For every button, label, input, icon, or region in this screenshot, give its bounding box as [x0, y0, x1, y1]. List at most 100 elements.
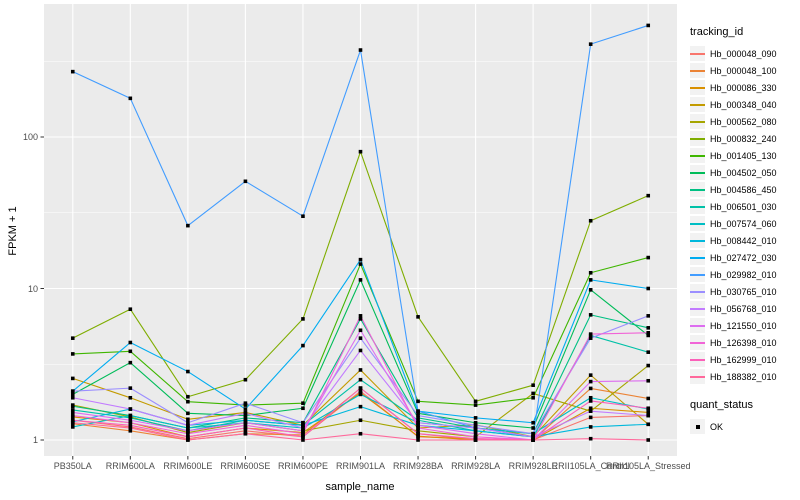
data-point — [128, 426, 133, 430]
legend-key-line-icon — [690, 239, 705, 242]
legend-item-label: Hb_000048_100 — [710, 65, 777, 76]
x-axis-title: sample_name — [325, 481, 395, 493]
data-point — [186, 399, 190, 404]
data-point — [588, 436, 593, 441]
data-point — [473, 403, 478, 407]
data-point — [473, 416, 478, 420]
legend-item: Hb_030765_010 — [690, 283, 798, 300]
data-point — [646, 23, 651, 28]
data-point — [128, 349, 133, 354]
data-point — [186, 223, 190, 228]
data-point — [588, 386, 593, 391]
legend-key-line-icon — [690, 341, 705, 344]
legend-key-line-icon — [690, 52, 705, 55]
legend-key-line-icon — [690, 256, 705, 259]
legend-item-label: Hb_008442_010 — [710, 235, 777, 246]
y-tick-label: 1 — [32, 435, 38, 445]
legend-key-swatch — [690, 216, 705, 231]
data-point — [646, 438, 651, 442]
data-point — [416, 434, 420, 438]
data-point — [70, 404, 75, 409]
x-tick-label: RRIM928BA — [393, 461, 444, 471]
data-point — [416, 411, 420, 416]
data-point — [70, 425, 75, 429]
legend-key-swatch — [690, 233, 705, 248]
data-point — [243, 420, 248, 425]
data-point — [416, 416, 420, 420]
legend-quant-status: quant_status OK — [690, 399, 798, 435]
data-point — [301, 317, 305, 321]
data-point — [186, 426, 190, 430]
legend-key-swatch — [690, 318, 705, 333]
data-point — [128, 340, 133, 345]
data-point — [358, 257, 363, 262]
data-point — [646, 396, 651, 401]
legend-title-quant-status: quant_status — [690, 399, 753, 411]
data-point — [531, 431, 535, 436]
data-point — [588, 379, 593, 384]
legend-color-items: Hb_000048_090 Hb_000048_100 Hb_000086_330 H… — [690, 45, 798, 385]
data-point — [243, 401, 248, 405]
legend-item-label: Hb_001405_130 — [710, 150, 777, 161]
data-point — [70, 418, 75, 423]
legend-key-line-icon — [690, 120, 705, 123]
data-point — [70, 410, 75, 415]
data-point — [646, 193, 651, 198]
legend-key-swatch — [690, 335, 705, 350]
legend-key-line-icon — [690, 154, 705, 157]
data-point — [358, 336, 363, 340]
data-point — [243, 377, 248, 382]
data-point — [588, 399, 593, 403]
x-tick-label: RRIM600LE — [163, 461, 213, 471]
data-point — [646, 406, 651, 411]
data-point — [128, 423, 133, 428]
data-point — [186, 434, 190, 439]
legend-item-label: Hb_029982_010 — [710, 269, 777, 280]
legend-key-line-icon — [690, 290, 705, 293]
legend-key-line-icon — [690, 171, 705, 174]
x-tick-label: RRII105LA_Control — [551, 461, 630, 471]
legend-key-swatch — [690, 131, 705, 146]
x-tick-label: RRIM600SE — [220, 461, 271, 471]
legend-item-label: Hb_121550_010 — [710, 320, 777, 331]
legend-item-label: Hb_056768_010 — [710, 303, 777, 314]
data-point — [358, 262, 363, 266]
legend-item-label: Hb_000048_090 — [710, 48, 777, 59]
data-point — [588, 406, 593, 411]
data-point — [416, 438, 420, 442]
legend-item: Hb_004586_450 — [690, 181, 798, 198]
data-point — [416, 431, 420, 436]
data-point — [588, 332, 593, 336]
data-point — [646, 255, 651, 260]
legend-key-line-icon — [690, 222, 705, 225]
data-point — [588, 409, 593, 413]
legend-item: Hb_027472_030 — [690, 249, 798, 266]
legend-item-label: Hb_007574_060 — [710, 218, 777, 229]
data-point — [301, 423, 305, 428]
data-point — [646, 413, 651, 418]
data-point — [358, 418, 363, 423]
data-point — [128, 395, 133, 400]
legend-key-line-icon — [690, 273, 705, 276]
legend-key-line-icon — [690, 375, 705, 378]
data-point — [588, 395, 593, 400]
data-point — [301, 401, 305, 405]
data-point — [646, 350, 651, 354]
legend-item: Hb_000562_080 — [690, 113, 798, 130]
data-point — [128, 420, 133, 425]
data-point — [301, 431, 305, 436]
data-point — [473, 431, 478, 436]
data-point — [588, 415, 593, 420]
data-point — [646, 326, 651, 330]
data-point — [186, 423, 190, 428]
x-tick-label: RRIM600PE — [277, 461, 328, 471]
data-point — [301, 343, 305, 348]
legend-key-line-icon — [690, 86, 705, 89]
data-point — [243, 413, 248, 418]
data-point — [646, 422, 651, 427]
y-tick-label: 100 — [22, 132, 38, 142]
square-point-icon — [695, 424, 700, 429]
legend-key-line-icon — [690, 358, 705, 361]
data-point — [416, 423, 420, 428]
legend-item: Hb_162999_010 — [690, 351, 798, 368]
